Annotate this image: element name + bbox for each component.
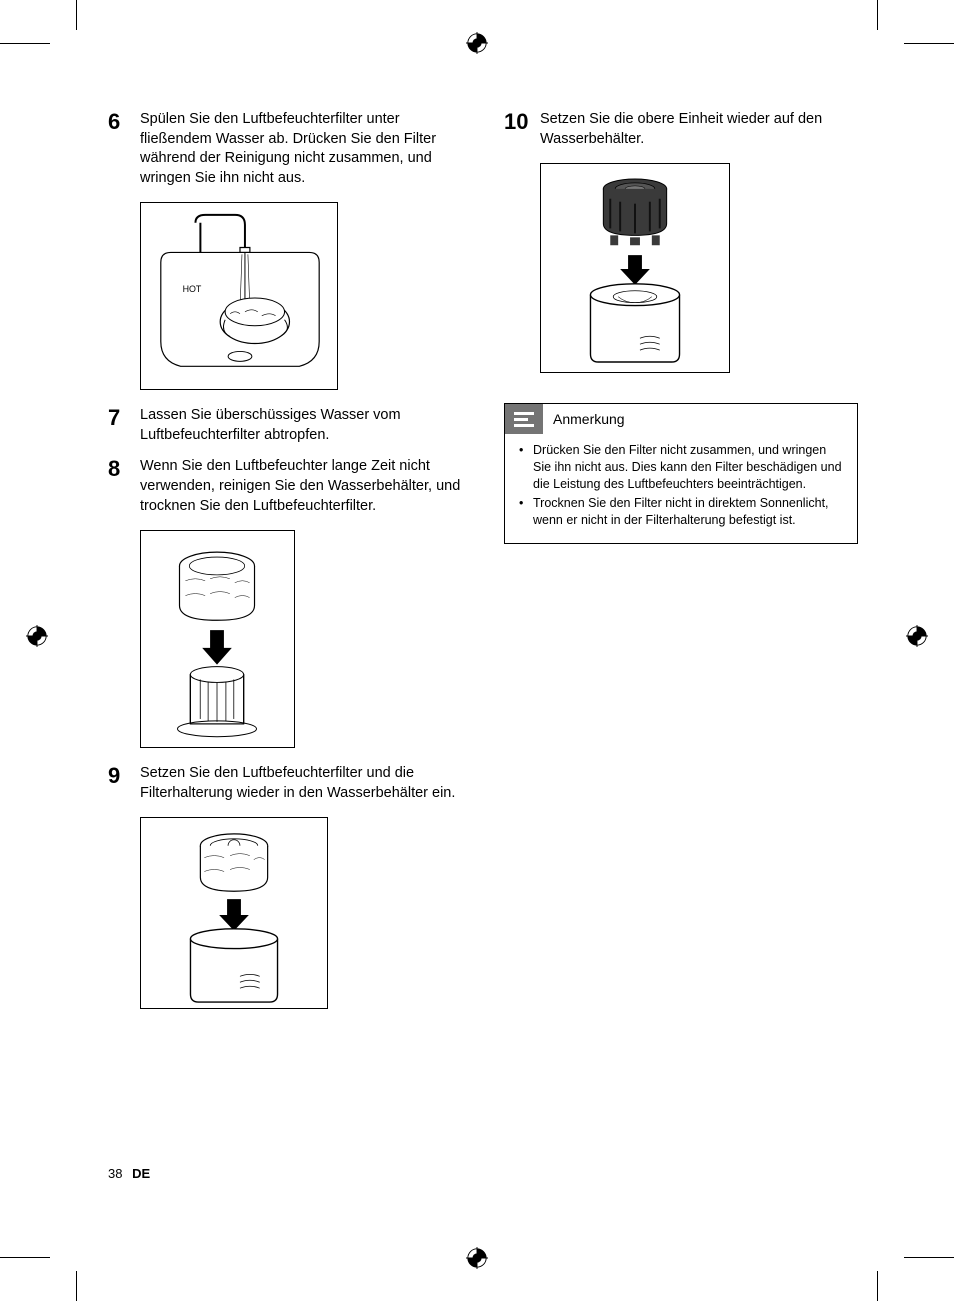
step-text: Lassen Sie überschüssiges Wasser vom Luf… <box>140 406 462 445</box>
step-6: 6 Spülen Sie den Luftbefeuchterfilter un… <box>108 110 462 188</box>
registration-mark-icon <box>466 32 488 54</box>
step-text: Wenn Sie den Luftbefeuchter lange Zeit n… <box>140 457 462 516</box>
assemble-unit-icon <box>541 163 729 373</box>
step-number: 7 <box>108 406 140 445</box>
step-9: 9 Setzen Sie den Luftbefeuchterfilter un… <box>108 764 462 803</box>
page-footer: 38 DE <box>108 1166 150 1181</box>
note-item: Drücken Sie den Filter nicht zusammen, u… <box>519 442 843 493</box>
step-8: 8 Wenn Sie den Luftbefeuchter lange Zeit… <box>108 457 462 516</box>
step-number: 8 <box>108 457 140 516</box>
insert-filter-icon <box>141 817 327 1009</box>
crop-mark <box>0 1257 50 1258</box>
step-number: 6 <box>108 110 140 188</box>
step-10: 10 Setzen Sie die obere Einheit wieder a… <box>504 110 858 149</box>
note-box: Anmerkung Drücken Sie den Filter nicht z… <box>504 403 858 543</box>
registration-mark-icon <box>906 625 928 647</box>
note-body: Drücken Sie den Filter nicht zusammen, u… <box>505 434 857 542</box>
step-number: 10 <box>504 110 540 149</box>
note-icon <box>505 404 543 434</box>
crop-mark <box>0 43 50 44</box>
illustration-rinse-filter: HOT <box>140 202 462 390</box>
step-text: Setzen Sie den Luftbefeuchterfilter und … <box>140 764 462 803</box>
rinse-filter-icon: HOT <box>141 202 337 390</box>
right-column: 10 Setzen Sie die obere Einheit wieder a… <box>504 110 858 1025</box>
page-content: 6 Spülen Sie den Luftbefeuchterfilter un… <box>108 110 858 1025</box>
illustration-assemble-unit <box>540 163 858 373</box>
crop-mark <box>877 1271 878 1301</box>
illustration-dry-filter <box>140 530 462 748</box>
svg-text:HOT: HOT <box>183 284 202 294</box>
crop-mark <box>877 0 878 30</box>
page-number: 38 <box>108 1166 122 1181</box>
crop-mark <box>76 0 77 30</box>
registration-mark-icon <box>26 625 48 647</box>
step-number: 9 <box>108 764 140 803</box>
dry-filter-icon <box>141 530 294 748</box>
left-column: 6 Spülen Sie den Luftbefeuchterfilter un… <box>108 110 462 1025</box>
crop-mark <box>904 43 954 44</box>
step-7: 7 Lassen Sie überschüssiges Wasser vom L… <box>108 406 462 445</box>
note-header: Anmerkung <box>505 404 857 434</box>
step-text: Setzen Sie die obere Einheit wieder auf … <box>540 110 858 149</box>
note-title: Anmerkung <box>543 411 625 427</box>
step-text: Spülen Sie den Luftbefeuchterfilter unte… <box>140 110 462 188</box>
crop-mark <box>76 1271 77 1301</box>
registration-mark-icon <box>466 1247 488 1269</box>
illustration-insert-filter <box>140 817 462 1009</box>
page-language: DE <box>132 1166 150 1181</box>
crop-mark <box>904 1257 954 1258</box>
note-item: Trocknen Sie den Filter nicht in direkte… <box>519 495 843 529</box>
